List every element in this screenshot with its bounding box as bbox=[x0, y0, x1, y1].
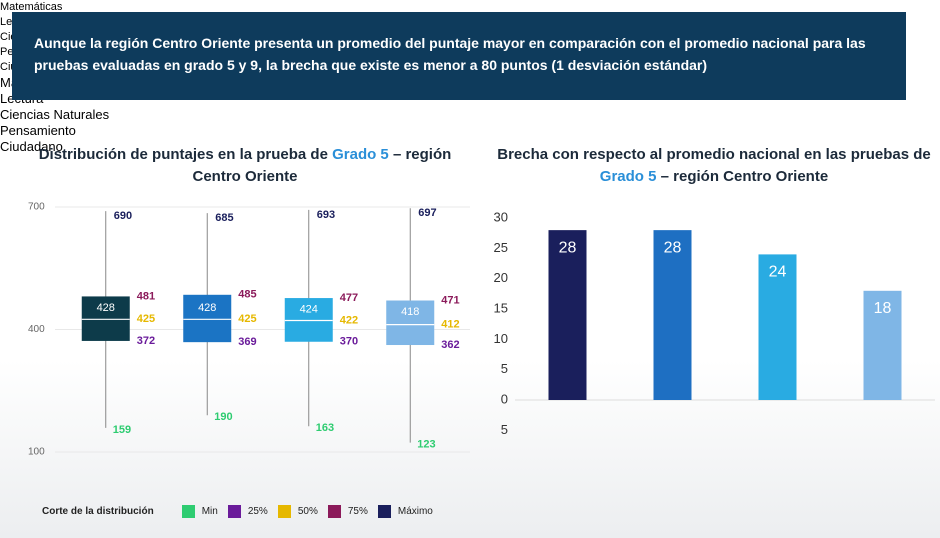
min-label: 123 bbox=[417, 439, 435, 451]
min-label: 190 bbox=[214, 411, 232, 423]
value-label: 28 bbox=[664, 239, 682, 256]
legend: Corte de la distribución Min 25% 50% 75% Máxi… bbox=[42, 505, 443, 518]
y-tick-label: 5 bbox=[501, 361, 508, 376]
max-label: 697 bbox=[418, 207, 436, 219]
banner: Aunque la región Centro Oriente presenta… bbox=[12, 12, 906, 100]
legend-item: Min bbox=[181, 505, 218, 518]
y-tick-label: 700 bbox=[28, 202, 45, 213]
box bbox=[183, 294, 232, 343]
value-label: 471 bbox=[441, 294, 459, 306]
value-label: 372 bbox=[137, 335, 155, 347]
bar bbox=[758, 254, 797, 400]
title-part: – región Centro Oriente bbox=[656, 168, 829, 185]
y-tick-label: 15 bbox=[494, 300, 508, 315]
mean-label: 428 bbox=[97, 302, 115, 314]
title-highlight: Grado 5 bbox=[332, 146, 389, 163]
title-highlight: Grado 5 bbox=[599, 168, 657, 185]
x-tick-label: Pensamiento Ciudadano bbox=[0, 123, 76, 154]
y-tick-label: 5 bbox=[501, 422, 508, 437]
value-label: 28 bbox=[559, 239, 577, 256]
value-label: 412 bbox=[441, 319, 459, 331]
x-tick-label: Matemáticas bbox=[0, 1, 63, 13]
legend-title: Corte de la distribución bbox=[42, 506, 154, 517]
y-tick-label: 0 bbox=[501, 391, 508, 406]
chart-title: Brecha con respecto al promedio nacional… bbox=[488, 144, 940, 188]
value-label: 485 bbox=[238, 289, 256, 301]
y-tick-label: 20 bbox=[494, 270, 508, 285]
mean-label: 418 bbox=[401, 306, 419, 318]
legend-swatch bbox=[277, 505, 291, 518]
legend-item: 25% bbox=[227, 505, 268, 518]
value-label: 24 bbox=[769, 264, 787, 281]
value-label: 18 bbox=[874, 300, 892, 317]
y-tick-label: 100 bbox=[28, 447, 45, 458]
mean-label: 428 bbox=[198, 302, 216, 314]
legend-label: Min bbox=[201, 506, 218, 517]
value-label: 425 bbox=[238, 313, 256, 325]
min-label: 163 bbox=[316, 422, 334, 434]
y-tick-label: 400 bbox=[28, 324, 45, 335]
x-tick-label: Ciencias Naturales bbox=[0, 107, 110, 122]
banner-text: Aunque la región Centro Oriente presenta… bbox=[34, 35, 866, 73]
legend-label: 50% bbox=[297, 506, 318, 517]
legend-swatch bbox=[327, 505, 341, 518]
legend-swatch bbox=[227, 505, 241, 518]
box bbox=[284, 298, 333, 342]
mean-label: 424 bbox=[300, 304, 318, 316]
legend-swatch bbox=[181, 505, 195, 518]
legend-label: 25% bbox=[247, 506, 268, 517]
legend-label: 75% bbox=[347, 506, 368, 517]
max-label: 690 bbox=[114, 210, 132, 222]
bar bbox=[653, 230, 692, 400]
max-label: 685 bbox=[215, 212, 233, 224]
value-label: 425 bbox=[137, 313, 155, 325]
title-part: – región Centro Oriente bbox=[192, 146, 452, 185]
legend-item: 50% bbox=[277, 505, 318, 518]
value-label: 481 bbox=[137, 290, 155, 302]
box bbox=[386, 300, 435, 346]
title-part: Brecha con respecto al promedio nacional… bbox=[497, 146, 931, 163]
legend-swatch bbox=[377, 505, 391, 518]
max-label: 693 bbox=[317, 209, 335, 221]
bar bbox=[548, 230, 587, 400]
legend-label: Máximo bbox=[397, 506, 433, 517]
y-tick-label: 30 bbox=[494, 209, 508, 224]
min-label: 159 bbox=[113, 424, 131, 436]
legend-item: 75% bbox=[327, 505, 368, 518]
chart-title: Distribución de puntajes en la prueba de… bbox=[20, 144, 470, 188]
legend-item: Máximo bbox=[377, 505, 433, 518]
value-label: 370 bbox=[340, 336, 358, 348]
value-label: 369 bbox=[238, 336, 256, 348]
title-part: Distribución de puntajes en la prueba de bbox=[38, 146, 333, 163]
bar bbox=[863, 290, 902, 400]
y-tick-label: 25 bbox=[494, 240, 508, 255]
box bbox=[81, 296, 130, 341]
value-label: 477 bbox=[340, 292, 358, 304]
y-tick-label: 10 bbox=[494, 331, 508, 346]
value-label: 362 bbox=[441, 339, 459, 351]
value-label: 422 bbox=[340, 314, 358, 326]
